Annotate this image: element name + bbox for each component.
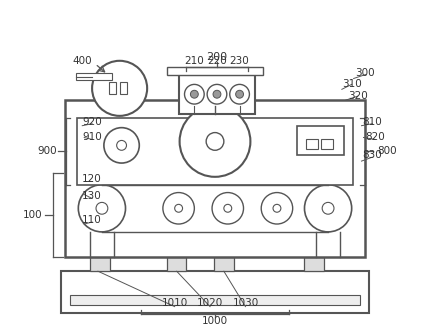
Bar (64, 100, 366, 257)
Text: 320: 320 (348, 91, 368, 101)
Circle shape (96, 202, 108, 214)
Text: 810: 810 (362, 117, 382, 127)
Text: 400: 400 (72, 56, 92, 66)
Circle shape (224, 204, 232, 212)
Circle shape (230, 84, 249, 104)
Bar (321, 140, 333, 149)
Circle shape (175, 204, 183, 212)
Circle shape (213, 90, 221, 98)
Circle shape (92, 61, 147, 116)
Bar (90, 257, 110, 271)
Text: 920: 920 (82, 117, 102, 127)
Text: 1010: 1010 (162, 298, 188, 308)
Bar (178, 75, 255, 114)
Bar (304, 257, 324, 271)
Bar (214, 257, 233, 271)
Circle shape (117, 141, 126, 150)
Circle shape (190, 90, 198, 98)
Circle shape (207, 84, 227, 104)
Circle shape (104, 128, 139, 163)
Text: 1030: 1030 (232, 298, 258, 308)
Text: 210: 210 (184, 56, 204, 66)
Text: 230: 230 (230, 56, 249, 66)
Text: 120: 120 (82, 174, 102, 184)
Text: 900: 900 (37, 146, 57, 156)
Circle shape (236, 90, 243, 98)
Text: 830: 830 (362, 150, 382, 160)
Bar (307, 140, 318, 149)
Text: 110: 110 (82, 215, 102, 225)
Text: 220: 220 (207, 56, 227, 66)
Bar (109, 83, 116, 94)
Bar (77, 118, 353, 185)
Circle shape (163, 192, 194, 224)
Text: 910: 910 (82, 133, 102, 143)
Bar (77, 73, 112, 81)
Text: 100: 100 (23, 210, 43, 220)
Bar (167, 257, 187, 271)
Circle shape (322, 202, 334, 214)
Bar (61, 271, 369, 313)
Circle shape (184, 84, 204, 104)
Bar (297, 126, 344, 155)
Text: 300: 300 (356, 68, 375, 78)
Text: 310: 310 (342, 79, 362, 89)
Text: 1000: 1000 (202, 316, 228, 326)
Bar (167, 67, 263, 75)
Bar (120, 83, 126, 94)
Circle shape (78, 185, 126, 232)
Text: 1020: 1020 (197, 298, 223, 308)
Circle shape (304, 185, 352, 232)
Circle shape (261, 192, 293, 224)
Circle shape (206, 133, 224, 150)
Circle shape (212, 192, 243, 224)
Circle shape (180, 106, 250, 177)
Text: 130: 130 (82, 191, 102, 201)
Text: 800: 800 (377, 146, 397, 156)
Text: 200: 200 (206, 52, 227, 62)
Bar (71, 295, 359, 305)
Circle shape (273, 204, 281, 212)
Text: 820: 820 (366, 133, 385, 143)
